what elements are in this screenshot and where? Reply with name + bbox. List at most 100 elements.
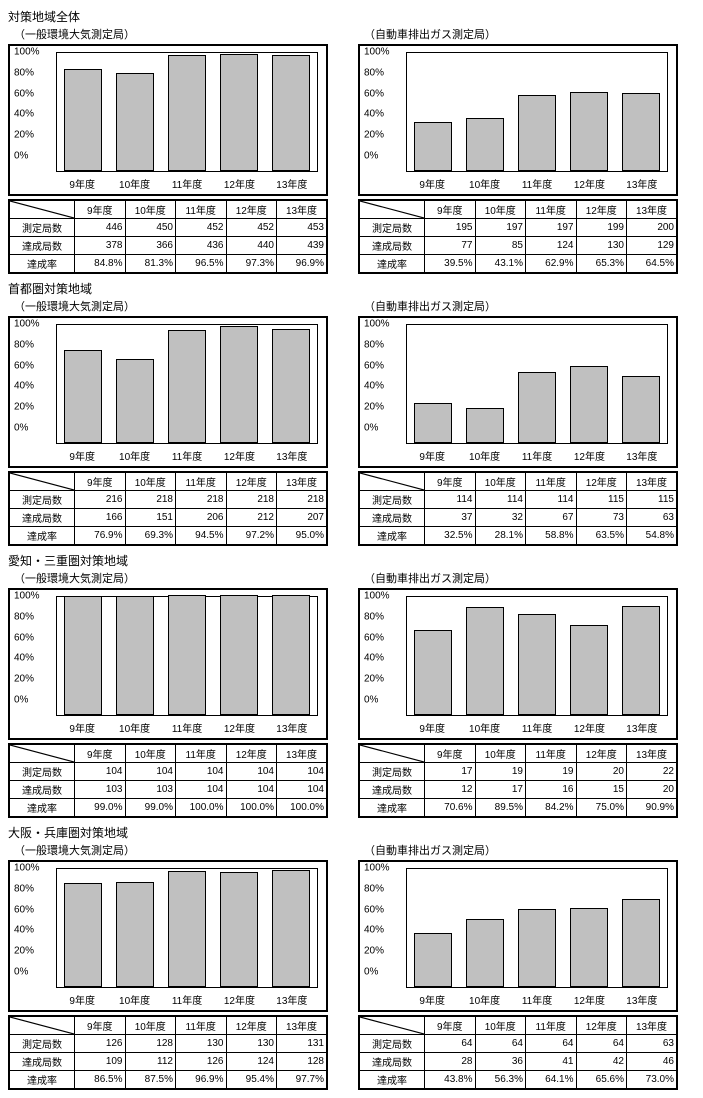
- table-cell: 197: [475, 219, 526, 237]
- y-tick-label: 80%: [364, 339, 384, 350]
- bar-slot: [511, 597, 563, 715]
- panel-subtitle: （一般環境大気測定局）: [14, 570, 328, 586]
- table-cell: 218: [226, 491, 277, 509]
- x-labels: 9年度10年度11年度12年度13年度: [406, 176, 668, 190]
- x-tick-label: 12年度: [563, 992, 615, 1006]
- table-row-label: 達成率: [359, 527, 425, 546]
- bar: [64, 350, 102, 443]
- table-corner-cell: [359, 472, 425, 491]
- table-header-cell: 12年度: [226, 200, 277, 219]
- x-tick-label: 10年度: [108, 992, 160, 1006]
- x-tick-label: 12年度: [563, 176, 615, 190]
- bar-slot: [511, 325, 563, 443]
- table-row-label: 達成率: [359, 1071, 425, 1090]
- bar: [414, 122, 452, 171]
- bar-slot: [459, 325, 511, 443]
- bar-slot: [213, 53, 265, 171]
- table-cell: 114: [475, 491, 526, 509]
- bar-slot: [615, 53, 667, 171]
- bar: [272, 55, 310, 171]
- table-corner-cell: [359, 744, 425, 763]
- x-tick-label: 9年度: [406, 176, 458, 190]
- table-cell: 69.3%: [125, 527, 176, 546]
- table-row-label: 達成局数: [359, 509, 425, 527]
- table-header-cell: 13年度: [277, 472, 328, 491]
- table-row-label: 測定局数: [359, 219, 425, 237]
- table-cell: 439: [277, 237, 328, 255]
- bar: [570, 908, 608, 987]
- panel-right: （自動車排出ガス測定局）0%20%40%60%80%100%9年度10年度11年…: [358, 842, 678, 1090]
- panel-left: （一般環境大気測定局）0%20%40%60%80%100%9年度10年度11年度…: [8, 842, 328, 1090]
- table-cell: 86.5%: [75, 1071, 126, 1090]
- table-cell: 218: [125, 491, 176, 509]
- chart-frame: 0%20%40%60%80%100%9年度10年度11年度12年度13年度: [358, 44, 678, 196]
- bar: [414, 630, 452, 715]
- bar-slot: [615, 325, 667, 443]
- bar: [116, 359, 154, 443]
- table-cell: 28.1%: [475, 527, 526, 546]
- table-cell: 103: [125, 781, 176, 799]
- bar: [64, 596, 102, 715]
- bar: [168, 595, 206, 715]
- panel-right: （自動車排出ガス測定局）0%20%40%60%80%100%9年度10年度11年…: [358, 26, 678, 274]
- table-row-label: 達成率: [9, 1071, 75, 1090]
- bar-slot: [265, 53, 317, 171]
- x-tick-label: 13年度: [616, 448, 668, 462]
- table-row-label: 測定局数: [359, 763, 425, 781]
- table-cell: 77: [425, 237, 476, 255]
- table-cell: 207: [277, 509, 328, 527]
- table-header-cell: 13年度: [277, 1016, 328, 1035]
- x-tick-label: 9年度: [56, 176, 108, 190]
- bars-container: [57, 325, 317, 443]
- bar-slot: [265, 869, 317, 987]
- panel-subtitle: （自動車排出ガス測定局）: [364, 298, 678, 314]
- table-cell: 218: [176, 491, 227, 509]
- table-corner-cell: [9, 744, 75, 763]
- table-cell: 20: [627, 781, 678, 799]
- table-header-cell: 9年度: [75, 1016, 126, 1035]
- table-cell: 15: [576, 781, 627, 799]
- y-tick-label: 40%: [364, 653, 384, 664]
- table-header-cell: 9年度: [425, 744, 476, 763]
- table-cell: 103: [75, 781, 126, 799]
- table-cell: 46: [627, 1053, 678, 1071]
- table-cell: 70.6%: [425, 799, 476, 818]
- table-cell: 19: [526, 763, 577, 781]
- table-cell: 43.8%: [425, 1071, 476, 1090]
- y-tick-label: 60%: [364, 904, 384, 915]
- table-cell: 452: [226, 219, 277, 237]
- table-cell: 100.0%: [277, 799, 328, 818]
- y-tick-label: 100%: [364, 863, 390, 874]
- table-cell: 84.8%: [75, 255, 126, 274]
- y-tick-label: 20%: [14, 946, 34, 957]
- y-tick-label: 60%: [364, 632, 384, 643]
- bar: [220, 54, 258, 171]
- table-corner-cell: [9, 472, 75, 491]
- y-tick-label: 40%: [14, 381, 34, 392]
- table-cell: 84.2%: [526, 799, 577, 818]
- y-tick-label: 0%: [364, 151, 378, 162]
- y-tick-label: 60%: [14, 360, 34, 371]
- table-cell: 126: [75, 1035, 126, 1053]
- bar: [168, 55, 206, 171]
- chart-frame: 0%20%40%60%80%100%9年度10年度11年度12年度13年度: [8, 44, 328, 196]
- table-cell: 151: [125, 509, 176, 527]
- table-row-label: 達成率: [9, 255, 75, 274]
- table-header-cell: 13年度: [627, 744, 678, 763]
- chart-plot-area: [56, 868, 318, 988]
- bar-slot: [407, 325, 459, 443]
- table-row-label: 達成率: [359, 799, 425, 818]
- bar-slot: [265, 325, 317, 443]
- table-cell: 16: [526, 781, 577, 799]
- x-labels: 9年度10年度11年度12年度13年度: [56, 720, 318, 734]
- y-tick-label: 100%: [364, 319, 390, 330]
- chart-frame: 0%20%40%60%80%100%9年度10年度11年度12年度13年度: [358, 860, 678, 1012]
- table-header-cell: 12年度: [226, 744, 277, 763]
- table-cell: 378: [75, 237, 126, 255]
- x-tick-label: 10年度: [458, 992, 510, 1006]
- table-cell: 104: [277, 781, 328, 799]
- bar: [168, 330, 206, 444]
- table-header-cell: 13年度: [277, 200, 328, 219]
- panel-subtitle: （一般環境大気測定局）: [14, 298, 328, 314]
- region-title: 対策地域全体: [8, 8, 695, 25]
